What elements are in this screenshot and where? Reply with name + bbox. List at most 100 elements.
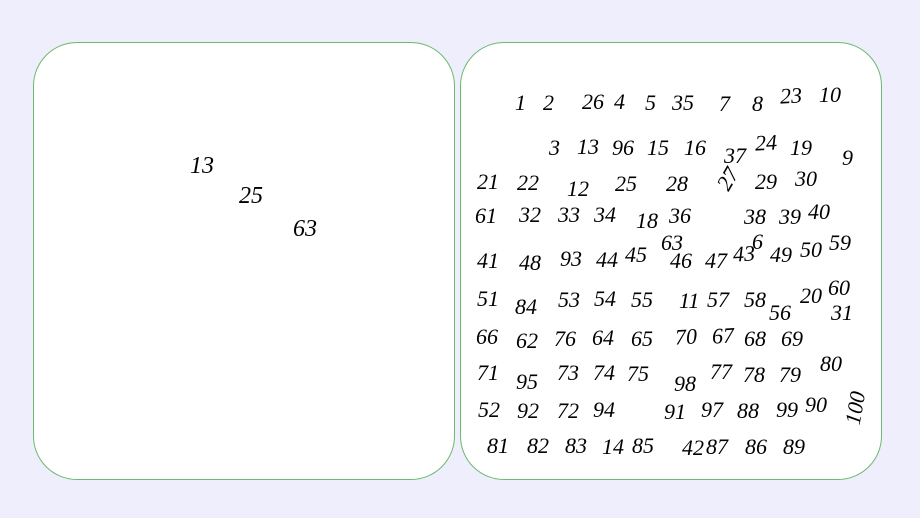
- right_numbers-28: 32: [519, 204, 541, 226]
- right_numbers-92: 83: [565, 435, 587, 457]
- right_numbers-7: 8: [752, 93, 763, 115]
- right_numbers-97: 86: [745, 436, 767, 458]
- right_numbers-56: 58: [744, 289, 766, 311]
- right_numbers-87: 99: [776, 399, 798, 421]
- right_numbers-68: 68: [744, 328, 766, 350]
- right_numbers-65: 65: [631, 328, 653, 350]
- right_numbers-5: 35: [672, 92, 694, 114]
- right_numbers-16: 24: [754, 131, 777, 154]
- right_numbers-13: 15: [647, 137, 669, 159]
- right_numbers-46: 43: [732, 242, 755, 265]
- right_numbers-62: 62: [516, 330, 538, 352]
- right_numbers-78: 79: [779, 364, 801, 386]
- right_numbers-44: 46: [670, 250, 692, 272]
- right_numbers-1: 2: [543, 92, 554, 114]
- right_numbers-47: 49: [770, 244, 792, 266]
- right_numbers-93: 14: [602, 436, 624, 458]
- right_numbers-70: 71: [477, 362, 499, 384]
- right_numbers-48: 50: [800, 239, 822, 261]
- right_numbers-53: 55: [631, 289, 653, 311]
- right_numbers-9: 10: [819, 84, 841, 106]
- right_numbers-4: 5: [645, 92, 656, 114]
- right_numbers-0: 1: [515, 92, 526, 114]
- right_numbers-41: 93: [560, 248, 582, 270]
- right_numbers-59: 60: [828, 277, 850, 299]
- right_numbers-23: 28: [666, 173, 688, 195]
- right_numbers-95: 42: [682, 437, 704, 459]
- right_numbers-81: 92: [517, 400, 539, 422]
- right_numbers-90: 81: [487, 435, 509, 457]
- right_numbers-11: 13: [577, 136, 599, 158]
- left_numbers-2: 63: [293, 217, 317, 241]
- right_numbers-63: 76: [554, 328, 576, 350]
- right_numbers-35: 40: [808, 201, 830, 223]
- right_numbers-77: 78: [743, 364, 765, 386]
- right_numbers-19: 21: [477, 171, 499, 193]
- right_numbers-29: 33: [558, 204, 580, 226]
- right_numbers-39: 41: [477, 250, 499, 272]
- right_numbers-88: 90: [805, 394, 827, 416]
- right_numbers-79: 80: [820, 353, 842, 375]
- right_numbers-25: 29: [755, 171, 777, 193]
- right_numbers-83: 94: [593, 399, 615, 421]
- right_numbers-32: 36: [669, 205, 691, 227]
- right_numbers-61: 66: [476, 326, 498, 348]
- right_numbers-80: 52: [478, 399, 500, 421]
- right_numbers-21: 12: [567, 178, 589, 200]
- right_numbers-17: 19: [790, 137, 812, 159]
- right_numbers-60: 31: [831, 302, 853, 324]
- right_numbers-18: 9: [842, 147, 853, 169]
- right_numbers-71: 95: [516, 371, 538, 393]
- right_numbers-69: 69: [781, 328, 803, 350]
- right_numbers-96: 87: [706, 436, 728, 458]
- right_numbers-22: 25: [615, 173, 637, 195]
- right_numbers-66: 70: [674, 325, 697, 348]
- left-panel: [33, 42, 455, 480]
- right_numbers-20: 22: [517, 172, 539, 194]
- right_numbers-30: 34: [594, 204, 616, 226]
- right_numbers-49: 51: [477, 288, 499, 310]
- right_numbers-2: 26: [582, 91, 604, 113]
- right_numbers-76: 77: [710, 361, 732, 383]
- right_numbers-64: 64: [592, 327, 614, 349]
- right_numbers-38: 59: [829, 232, 851, 254]
- right_numbers-27: 61: [475, 205, 497, 227]
- right_numbers-10: 3: [549, 137, 560, 159]
- right_numbers-91: 82: [527, 435, 549, 457]
- right_numbers-51: 53: [558, 289, 580, 311]
- right_numbers-45: 47: [705, 250, 727, 272]
- right_numbers-14: 16: [684, 137, 706, 159]
- right_numbers-26: 30: [795, 168, 817, 190]
- right_numbers-6: 7: [719, 93, 730, 115]
- right_numbers-98: 89: [783, 436, 805, 458]
- right_numbers-89: 100: [842, 390, 869, 426]
- right_numbers-74: 75: [627, 363, 649, 385]
- right_numbers-82: 72: [557, 400, 579, 422]
- right_numbers-40: 48: [519, 252, 541, 274]
- right_numbers-84: 91: [664, 401, 686, 423]
- right_numbers-73: 74: [593, 362, 615, 384]
- right_numbers-34: 39: [779, 206, 801, 228]
- right_numbers-94: 85: [632, 435, 654, 457]
- right_numbers-58: 20: [800, 285, 822, 307]
- right_numbers-54: 11: [679, 290, 699, 312]
- right_numbers-15: 37: [724, 145, 746, 167]
- right_numbers-8: 23: [779, 84, 802, 107]
- right_numbers-85: 97: [701, 399, 723, 421]
- right_numbers-75: 98: [674, 373, 696, 395]
- right_numbers-52: 54: [594, 288, 616, 310]
- right_numbers-86: 88: [737, 400, 759, 422]
- right_numbers-3: 4: [614, 91, 625, 113]
- right_numbers-50: 84: [515, 296, 537, 318]
- left_numbers-1: 25: [239, 184, 263, 208]
- right_numbers-72: 73: [557, 362, 579, 384]
- right_numbers-42: 44: [596, 249, 618, 271]
- right_numbers-55: 57: [707, 289, 729, 311]
- right_numbers-67: 67: [711, 324, 734, 347]
- right_numbers-33: 38: [744, 206, 766, 228]
- left_numbers-0: 13: [190, 154, 214, 178]
- right_numbers-43: 45: [625, 244, 647, 266]
- right_numbers-57: 56: [769, 302, 791, 324]
- right_numbers-31: 18: [636, 210, 658, 232]
- right_numbers-12: 96: [612, 137, 634, 159]
